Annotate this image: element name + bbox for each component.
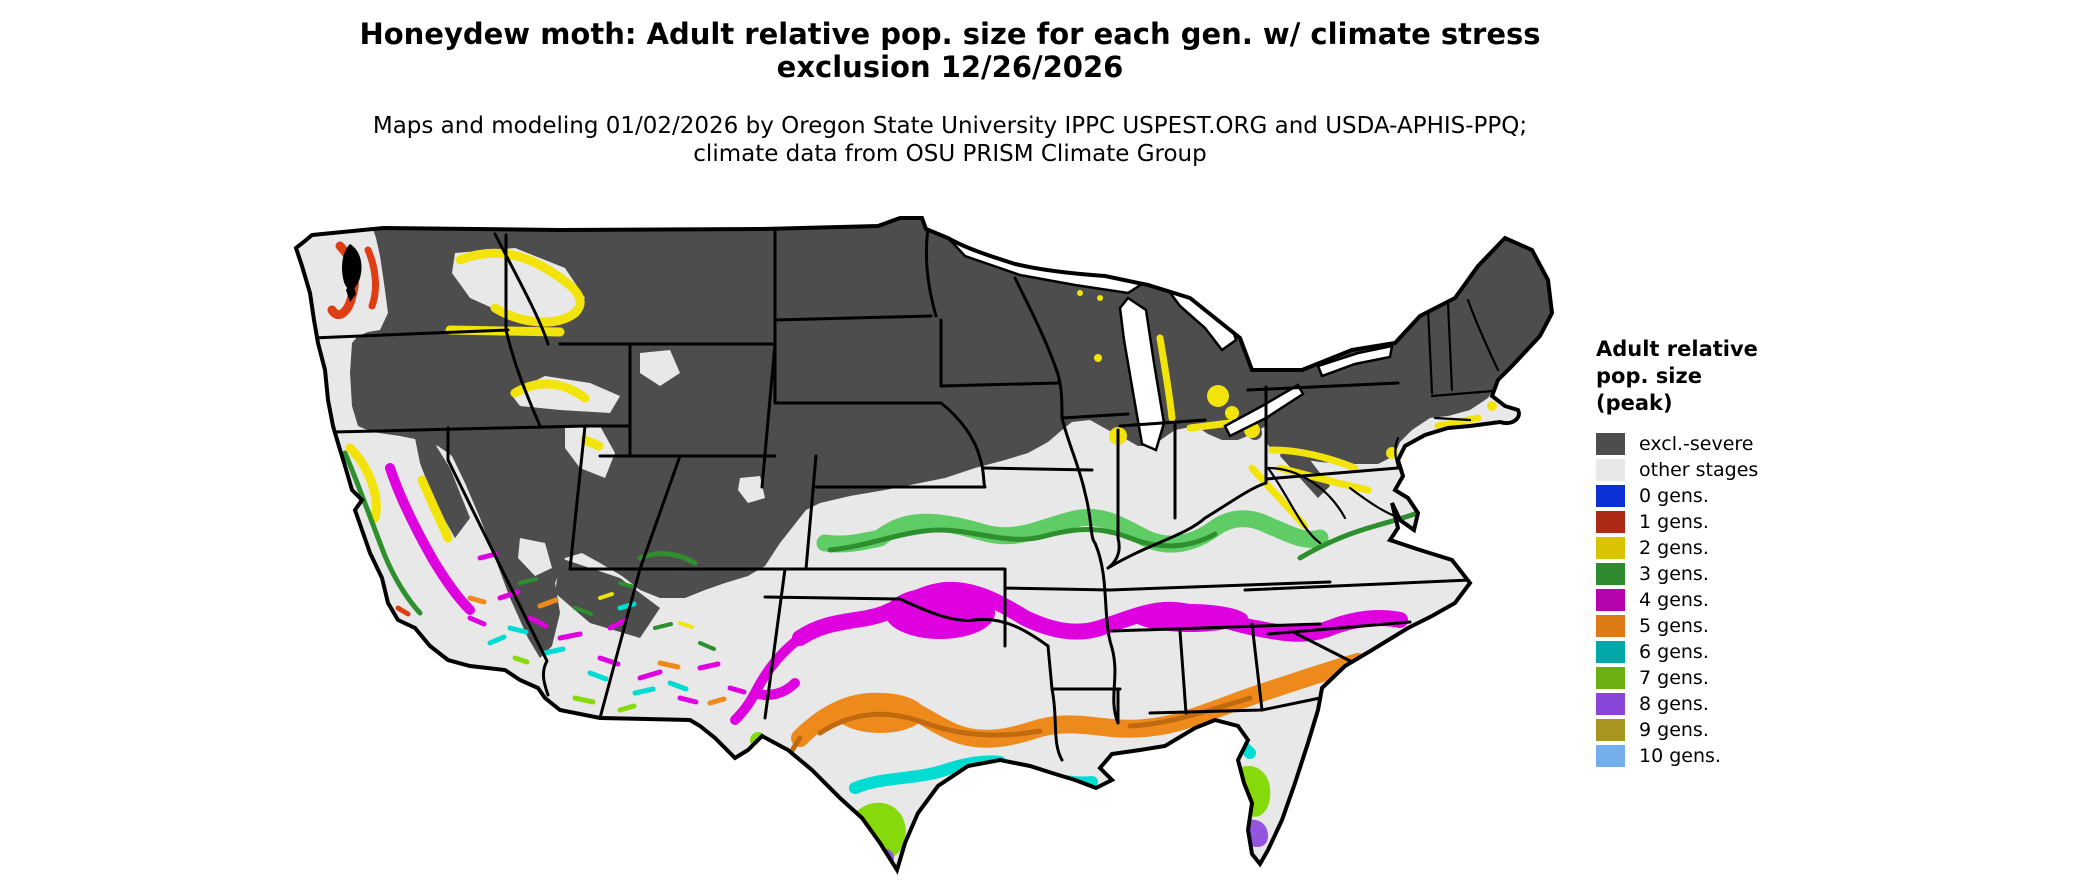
- legend-swatch-gen8: [1596, 693, 1625, 715]
- legend-label-gen4: 4 gens.: [1639, 589, 1709, 611]
- legend-swatch-excl: [1596, 433, 1625, 455]
- other-stages-patches: [452, 248, 765, 576]
- legend-item-excl: excl.-severe: [1596, 431, 1806, 457]
- legend-label-other: other stages: [1639, 459, 1759, 481]
- legend-label-gen3: 3 gens.: [1639, 563, 1709, 585]
- legend-swatch-gen7: [1596, 667, 1625, 689]
- legend-label-gen10: 10 gens.: [1639, 745, 1721, 767]
- conus-outline: [293, 216, 1555, 875]
- legend-label-gen0: 0 gens.: [1639, 485, 1709, 507]
- gen3-band: [342, 450, 1428, 616]
- legend-item-gen3: 3 gens.: [1596, 561, 1806, 587]
- legend-title: Adult relative pop. size (peak): [1596, 337, 1758, 415]
- southwest-speckles: [467, 551, 747, 713]
- legend-item-gen0: 0 gens.: [1596, 483, 1806, 509]
- legend-item-gen6: 6 gens.: [1596, 639, 1806, 665]
- legend-item-other: other stages: [1596, 457, 1806, 483]
- legend-label-gen8: 8 gens.: [1639, 693, 1709, 715]
- legend-item-gen1: 1 gens.: [1596, 509, 1806, 535]
- legend-swatch-gen6: [1596, 641, 1625, 663]
- map-subtitle: Maps and modeling 01/02/2026 by Oregon S…: [372, 113, 1528, 167]
- legend-swatch-gen3: [1596, 563, 1625, 585]
- legend-item-gen5: 5 gens.: [1596, 613, 1806, 639]
- legend-item-gen10: 10 gens.: [1596, 743, 1806, 769]
- legend-swatch-gen10: [1596, 745, 1625, 767]
- gen2-patches: [345, 248, 1497, 543]
- legend-swatch-gen9: [1596, 719, 1625, 741]
- legend-item-gen7: 7 gens.: [1596, 665, 1806, 691]
- gen8-patches: [876, 819, 1268, 867]
- legend-item-gen9: 9 gens.: [1596, 717, 1806, 743]
- puget-sound-water: [342, 244, 362, 302]
- legend-label-gen1: 1 gens.: [1639, 511, 1709, 533]
- legend-swatch-gen5: [1596, 615, 1625, 637]
- legend-item-gen8: 8 gens.: [1596, 691, 1806, 717]
- legend-label-gen2: 2 gens.: [1639, 537, 1709, 559]
- legend-swatch-gen4: [1596, 589, 1625, 611]
- legend-swatch-gen2: [1596, 537, 1625, 559]
- legend-swatch-gen1: [1596, 511, 1625, 533]
- legend-item-gen4: 4 gens.: [1596, 587, 1806, 613]
- legend-swatch-other: [1596, 459, 1625, 481]
- gen5-band: [775, 653, 1367, 783]
- legend-label-gen7: 7 gens.: [1639, 667, 1709, 689]
- map-title: Honeydew moth: Adult relative pop. size …: [359, 17, 1541, 84]
- legend-swatch-gen0: [1596, 485, 1625, 507]
- gen4-band: [385, 463, 1408, 725]
- us-generations-map: [250, 210, 1580, 888]
- legend-label-gen5: 5 gens.: [1639, 615, 1709, 637]
- legend-label-excl: excl.-severe: [1639, 433, 1754, 455]
- legend-label-gen9: 9 gens.: [1639, 719, 1709, 741]
- legend: Adult relative pop. size (peak) excl.-se…: [1596, 336, 1806, 769]
- legend-label-gen6: 6 gens.: [1639, 641, 1709, 663]
- legend-item-gen2: 2 gens.: [1596, 535, 1806, 561]
- state-borders: [310, 227, 1507, 762]
- conus-map-svg: [293, 216, 1555, 875]
- legend-rows: excl.-severe other stages 0 gens. 1 gens. 2 …: [1596, 431, 1806, 769]
